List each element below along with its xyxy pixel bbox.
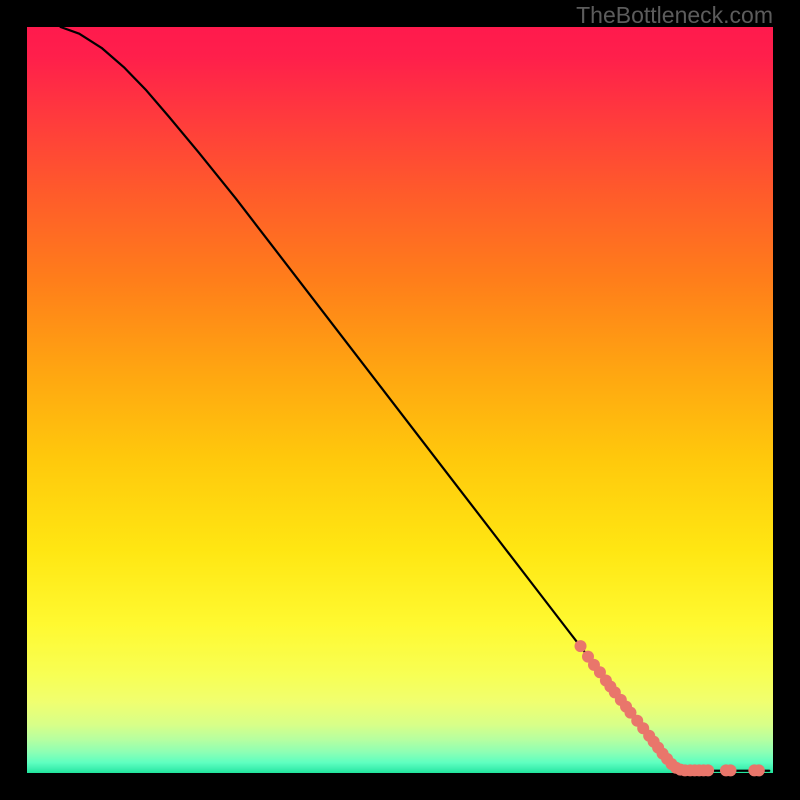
chart-plot	[0, 0, 800, 800]
data-marker	[575, 640, 587, 652]
data-marker	[753, 764, 765, 776]
data-marker	[724, 764, 736, 776]
attribution-text: TheBottleneck.com	[576, 2, 773, 29]
chart-canvas: TheBottleneck.com	[0, 0, 800, 800]
data-marker	[702, 764, 714, 776]
plot-background	[27, 27, 773, 773]
